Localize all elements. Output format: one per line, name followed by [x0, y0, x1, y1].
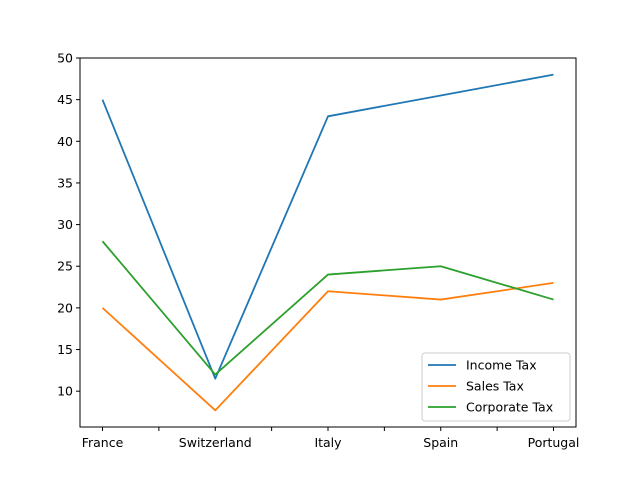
x-tick-label: Spain — [423, 435, 458, 450]
y-tick-label: 25 — [57, 259, 73, 274]
x-tick-label: Italy — [314, 435, 342, 450]
y-tick-label: 30 — [57, 217, 73, 232]
series-line-corporate-tax — [101, 240, 554, 376]
y-tick-label: 35 — [57, 175, 73, 190]
y-axis: 10 15 20 25 30 35 40 45 50 — [57, 51, 80, 399]
x-axis: France Switzerland Italy Spain Portugal — [82, 427, 580, 450]
legend-box — [421, 352, 571, 422]
series-line-income-tax — [101, 73, 554, 380]
series-line-sales-tax — [101, 282, 554, 412]
x-tick-label: Switzerland — [179, 435, 252, 450]
y-tick-label: 10 — [57, 384, 73, 399]
y-tick-label: 15 — [57, 342, 73, 357]
plot-area: 10 15 20 25 30 35 40 45 50 France Switzerland Ital… — [57, 51, 579, 451]
x-tick-label: Portugal — [528, 435, 580, 450]
y-tick-label: 50 — [57, 51, 73, 66]
y-tick-label: 45 — [57, 92, 73, 107]
y-tick-label: 40 — [57, 134, 73, 149]
x-tick-label: France — [82, 435, 124, 450]
legend-label: Corporate Tax — [466, 400, 553, 415]
legend-label: Income Tax — [466, 358, 537, 373]
legend: Income Tax Sales Tax Corporate Tax — [421, 352, 571, 422]
y-tick-label: 20 — [57, 300, 73, 315]
legend-label: Sales Tax — [466, 379, 524, 394]
series-lines — [101, 73, 554, 412]
